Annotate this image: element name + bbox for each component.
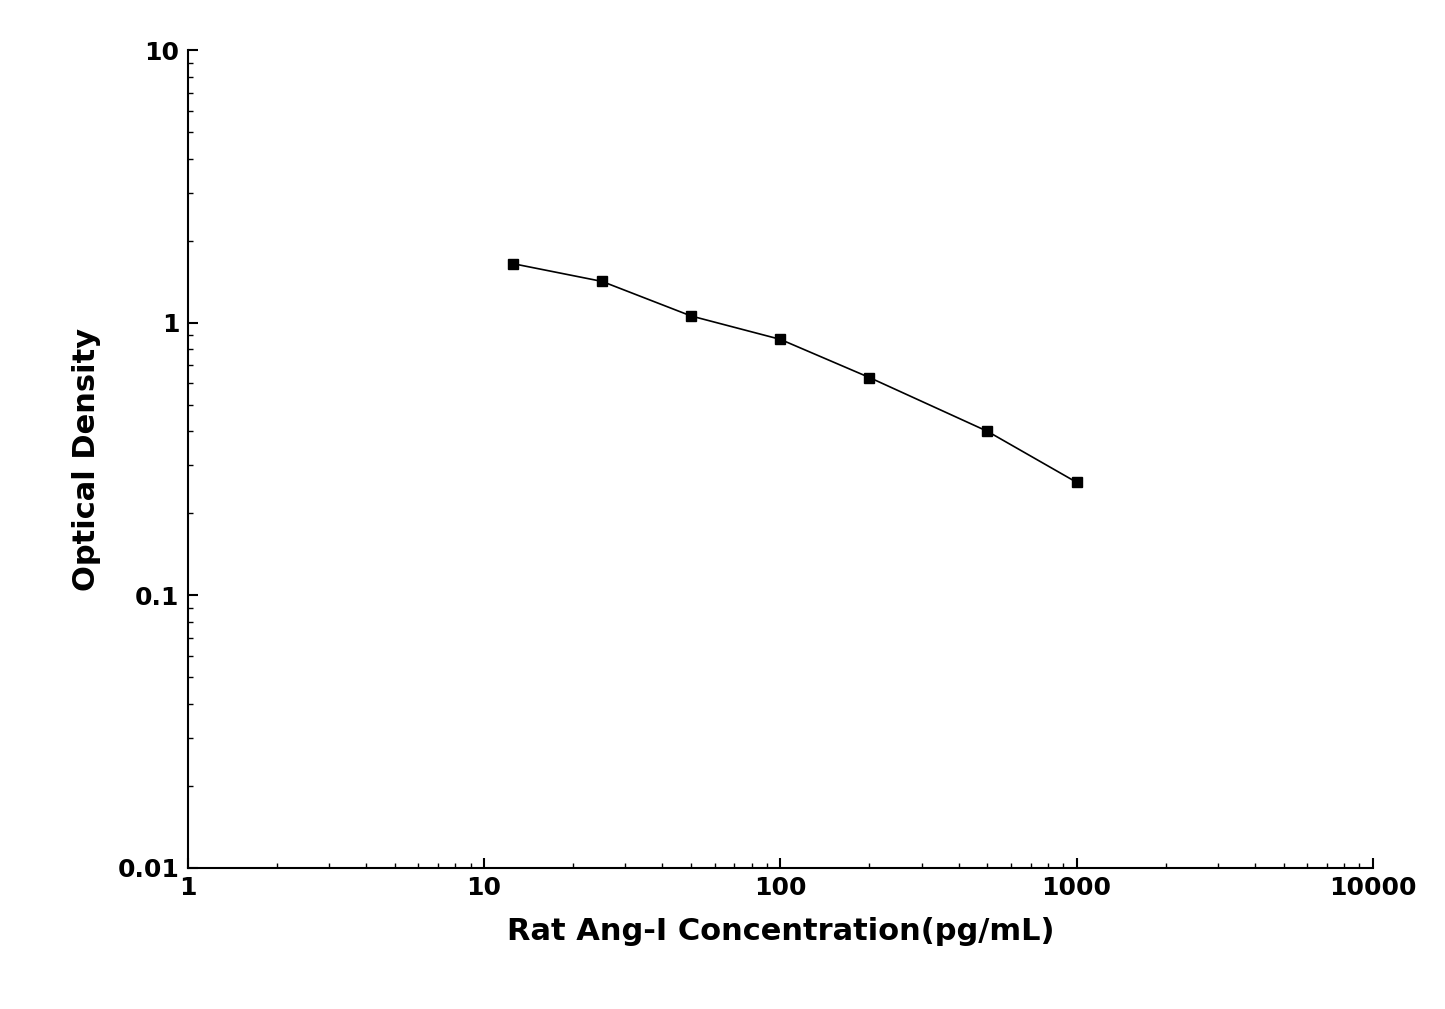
- Y-axis label: Optical Density: Optical Density: [72, 328, 101, 590]
- X-axis label: Rat Ang-I Concentration(pg/mL): Rat Ang-I Concentration(pg/mL): [507, 917, 1053, 945]
